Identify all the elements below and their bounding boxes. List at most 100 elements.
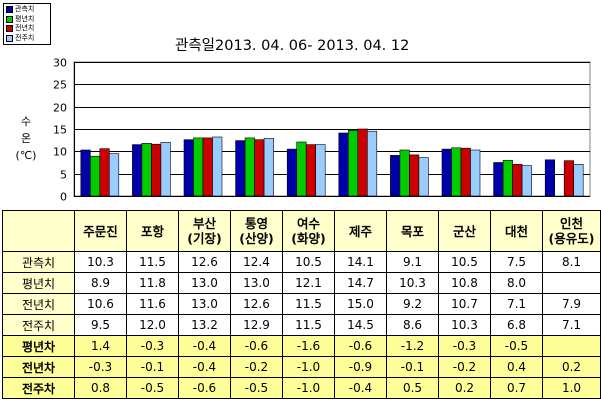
table-cell: 13.0 [178,293,231,315]
column-header: 여수 (화양) [282,210,335,252]
y-tick-label: 10 [53,146,67,159]
bar [418,157,429,197]
table-cell: 14.7 [334,272,387,294]
table-cell: -0.5 [230,377,283,399]
bar [193,137,204,197]
table-cell: 13.2 [178,314,231,336]
legend-label: 평년치 [15,14,35,23]
bar [305,144,317,197]
row-label: 평년차 [2,335,75,357]
legend-item: 평년치 [6,15,48,25]
chart-title: 관측일2013. 04. 06- 2013. 04. 12 [175,38,410,54]
table-cell: 0.2 [438,377,491,399]
bar [183,139,194,197]
y-axis-label-part: 온 [20,132,32,145]
y-axis-label: 수 온 (℃) [11,113,41,164]
legend-swatch [6,15,13,23]
bar [347,130,359,197]
table-cell: -0.5 [126,377,179,399]
table-cell: 9.2 [386,293,439,315]
bar [563,160,575,197]
bar [160,142,171,197]
bar [441,148,452,197]
column-header: 군산 [438,210,491,252]
bar [399,149,410,197]
column-header: 목포 [386,210,439,252]
table-corner-cell [2,210,75,252]
table-cell: 0.5 [386,377,439,399]
legend-label: 전주치 [15,33,35,42]
legend-item: 관측치 [6,5,48,15]
table-cell: -0.6 [230,335,283,357]
legend-item: 전주치 [6,34,48,44]
table-cell: -1.0 [282,377,335,399]
bar [409,154,420,197]
bar [460,147,471,197]
table-cell: -1.0 [282,356,335,378]
table-cell: -0.3 [74,356,127,378]
bar [244,137,255,197]
table-cell: 0.4 [490,356,543,378]
table-cell: 15.0 [334,293,387,315]
table-cell: 10.8 [438,272,491,294]
row-label: 평년치 [2,272,75,294]
bar [212,136,223,197]
bar [366,130,378,197]
table-cell: -0.1 [126,356,179,378]
row-label: 전년치 [2,293,75,315]
legend-label: 전년치 [15,24,35,32]
bar [512,164,523,197]
bar [357,128,368,197]
column-header: 인천 (용유도) [542,210,601,252]
table-row: 전년차 -0.3 -0.1 -0.4 -0.2 -1.0 -0.9 -0.1 -0.2 0.4 0.… [2,356,601,378]
table-cell: 11.5 [282,314,335,336]
row-label: 관측치 [2,251,75,273]
legend-item: 전년치 [6,24,48,34]
column-header: 포항 [126,210,179,252]
bar [254,139,265,197]
table-row: 평년차 1.4 -0.3 -0.4 -0.6 -1.6 -0.6 -1.2 -0.3 -0.5 [2,335,601,357]
legend-swatch [6,25,13,33]
table-cell: 12.4 [230,251,283,273]
bar [263,138,274,197]
table-cell: 9.1 [386,251,439,273]
y-axis-label-part: 수 [20,115,32,128]
bar [90,155,101,197]
bar [521,165,532,197]
table-cell: 12.1 [282,272,335,294]
table-cell: 14.5 [334,314,387,336]
y-tick-label: 0 [60,191,67,204]
bar [141,143,152,197]
table-cell: 12.9 [230,314,283,336]
table-cell: 11.5 [126,251,179,273]
table-cell: 0.2 [542,356,601,378]
table-row: 평년치 8.9 11.8 13.0 13.0 12.1 14.7 10.3 10.8 8.0 [2,272,601,294]
table-cell: -0.1 [386,356,439,378]
table-cell: 12.0 [126,314,179,336]
table-cell: 0.7 [490,377,543,399]
table-row: 관측치 10.3 11.5 12.6 12.4 10.5 14.1 9.1 10.5 7.5 8.1 [2,251,601,273]
table-cell: 9.5 [74,314,127,336]
table-cell: -0.3 [126,335,179,357]
bar [286,148,298,197]
column-header: 주문진 [74,210,127,252]
table-cell: 10.5 [282,251,335,273]
table-cell: -0.2 [230,356,283,378]
bar [151,143,162,197]
table-cell: -0.4 [178,335,231,357]
y-axis-label-part: (℃) [15,149,37,162]
y-tick-label: 25 [53,79,67,92]
table-cell: 1.4 [74,335,127,357]
chart-legend: 관측치 평년치 전년치 전주치 [3,3,51,45]
table-cell: 7.1 [490,293,543,315]
table-cell: 11.8 [126,272,179,294]
bar [80,149,91,197]
bar [451,147,462,197]
bar [99,148,110,197]
table-cell: -0.3 [438,335,491,357]
table-cell: 12.6 [178,251,231,273]
bar [315,144,326,197]
table-cell: 11.6 [126,293,179,315]
bar [493,162,504,197]
bar [296,141,307,197]
